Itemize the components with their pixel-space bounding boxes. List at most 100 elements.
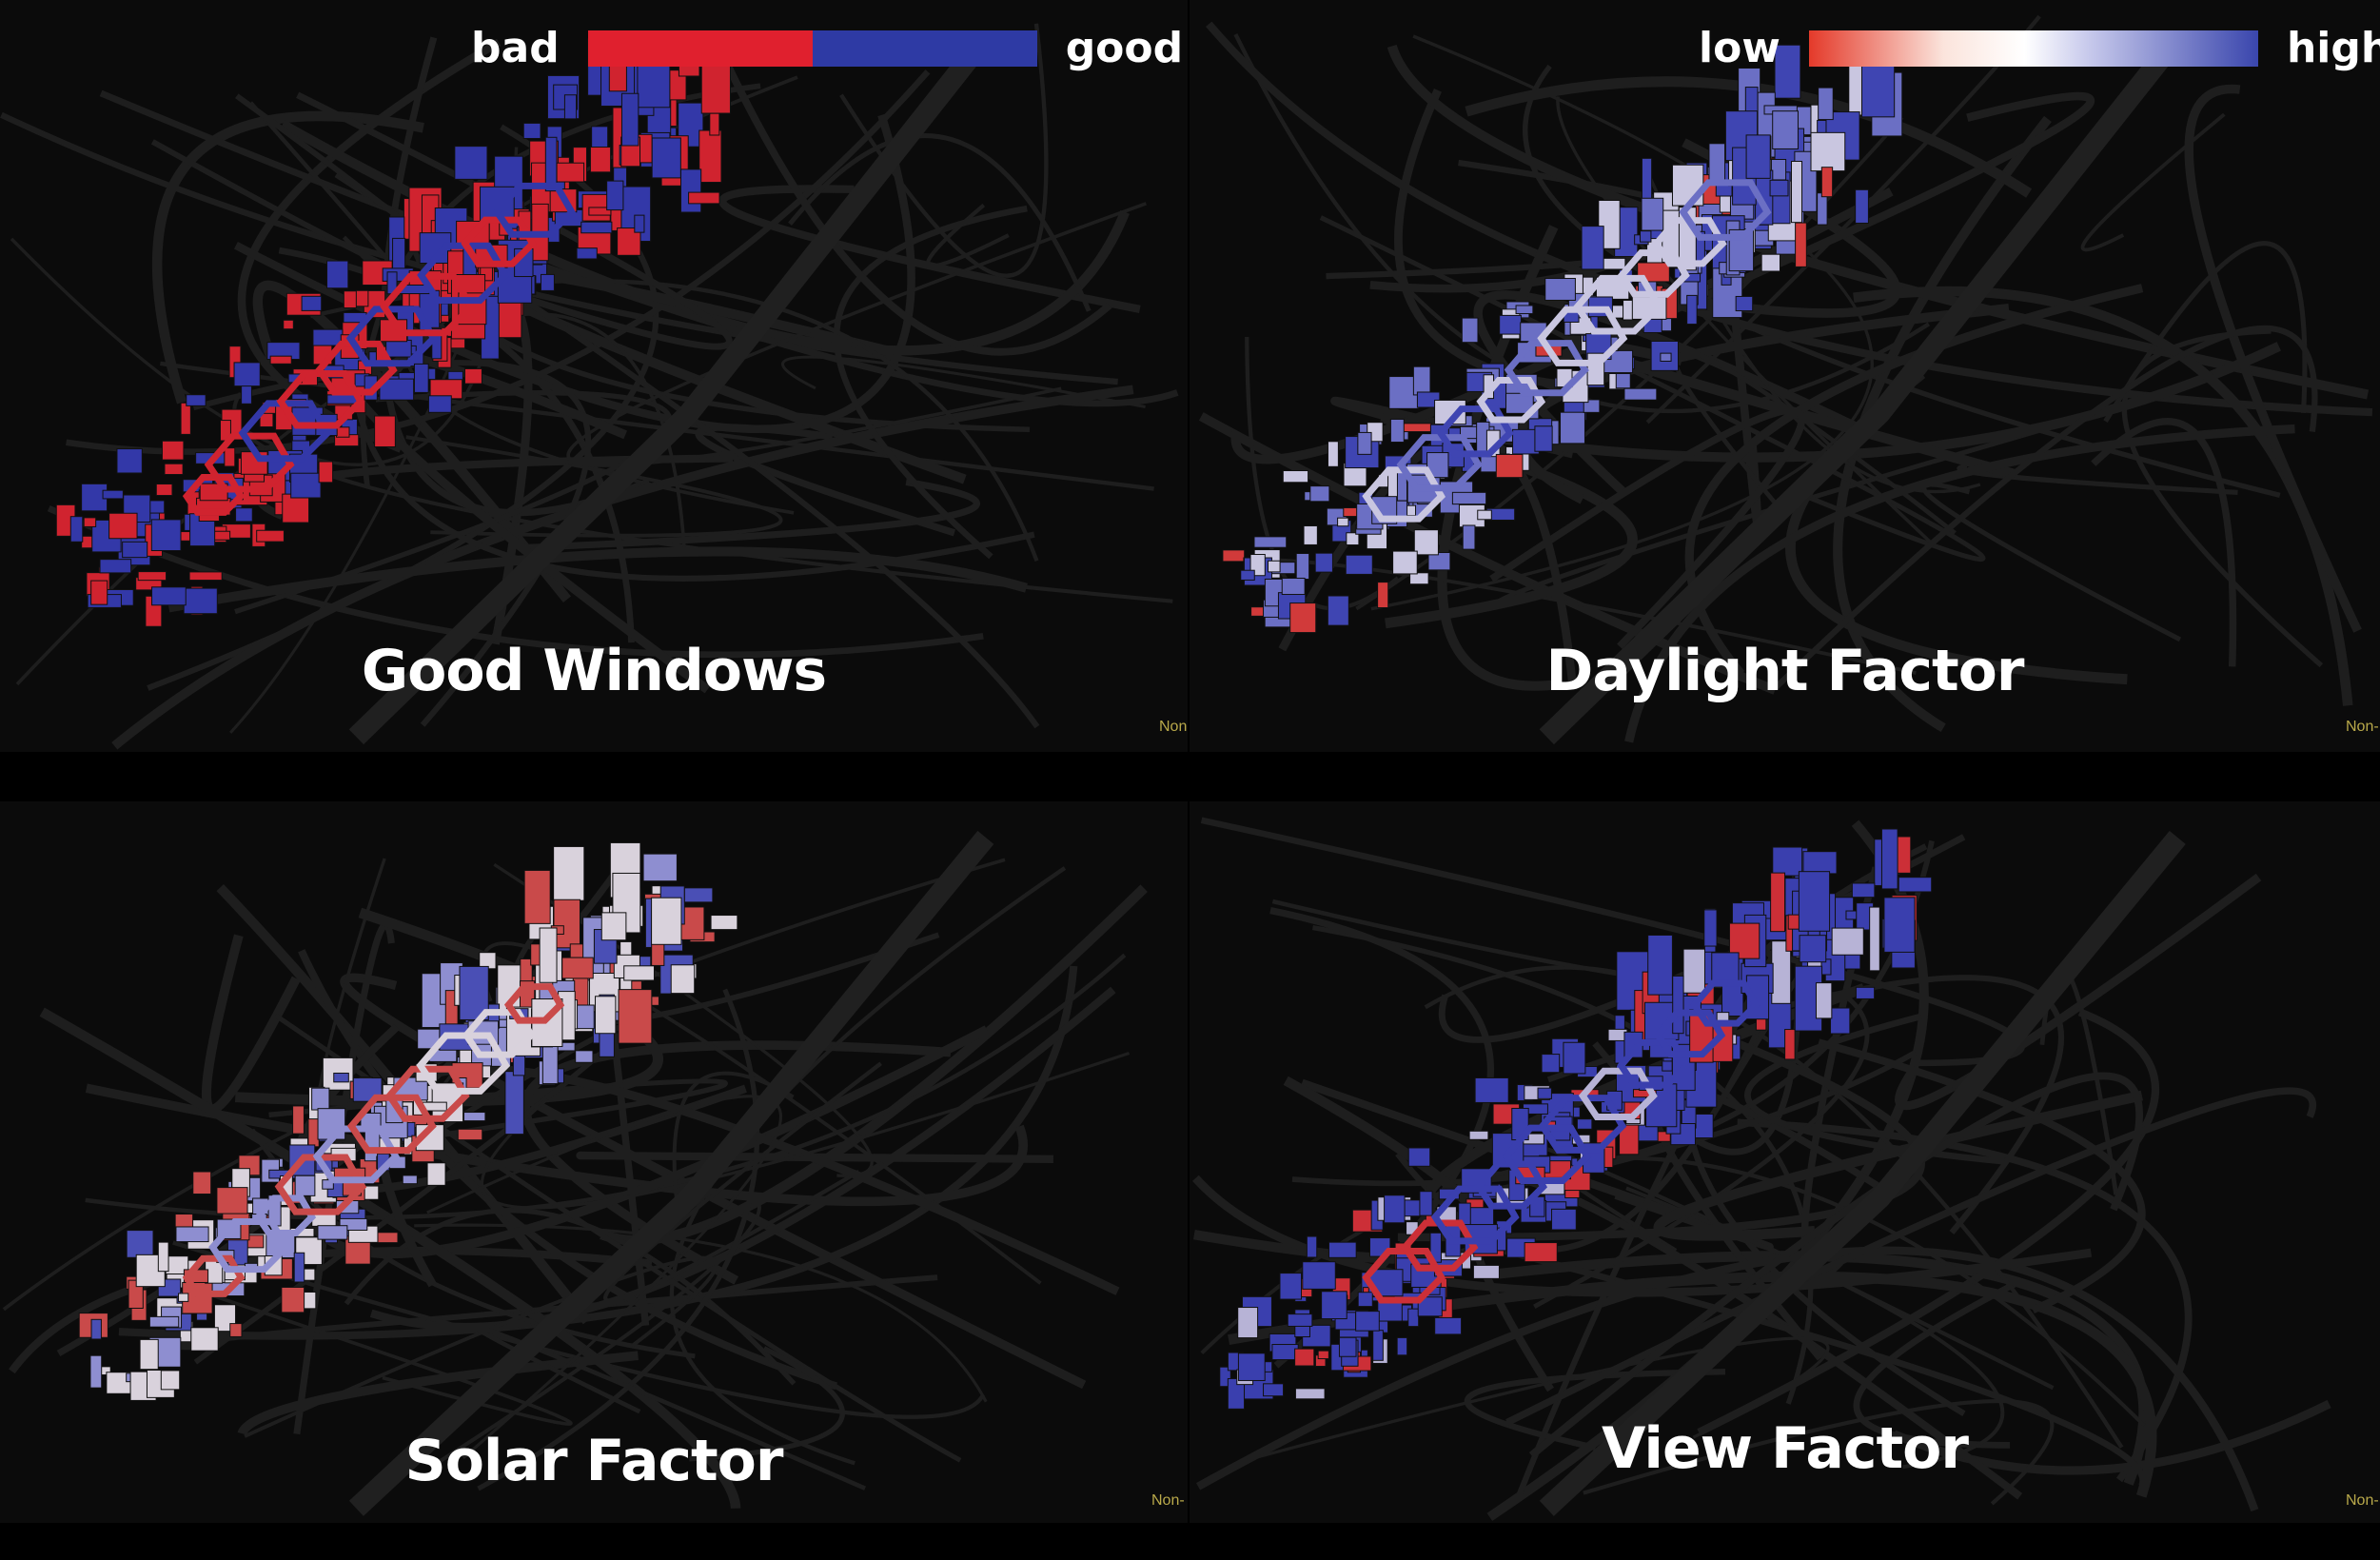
building-block bbox=[292, 1105, 305, 1135]
building-block bbox=[180, 402, 191, 435]
building-block bbox=[606, 180, 624, 211]
building-block bbox=[1253, 536, 1288, 548]
building-block bbox=[326, 260, 349, 289]
building-block bbox=[1855, 986, 1876, 999]
building-block bbox=[1515, 305, 1534, 315]
building-block bbox=[1480, 455, 1498, 473]
building-block bbox=[317, 1225, 348, 1240]
building-block bbox=[160, 1370, 181, 1391]
building-block bbox=[544, 136, 558, 192]
building-block bbox=[1419, 1191, 1433, 1216]
building-block bbox=[224, 447, 236, 467]
building-block bbox=[81, 483, 108, 512]
building-block bbox=[1302, 1261, 1336, 1290]
building-block bbox=[1472, 1264, 1500, 1279]
building-block bbox=[192, 1171, 212, 1195]
building-block bbox=[595, 996, 617, 1035]
map-good-windows bbox=[0, 23, 1179, 750]
building-block bbox=[164, 463, 184, 476]
building-block bbox=[1735, 295, 1754, 312]
courtyard-block bbox=[1362, 466, 1446, 523]
building-block bbox=[457, 1128, 483, 1141]
courtyard-block bbox=[503, 983, 565, 1024]
building-block bbox=[1671, 164, 1704, 207]
building-block bbox=[1898, 877, 1933, 893]
building-block bbox=[148, 1315, 180, 1328]
building-block bbox=[504, 1071, 524, 1135]
building-block bbox=[83, 517, 97, 527]
panel-title: Good Windows bbox=[361, 638, 827, 704]
courtyard-block bbox=[238, 400, 332, 463]
building-block bbox=[522, 122, 541, 139]
building-block bbox=[281, 1286, 305, 1313]
map-view-factor bbox=[1191, 817, 2331, 1521]
building-block bbox=[1295, 552, 1310, 581]
courtyard-block bbox=[345, 306, 438, 367]
building-block bbox=[463, 367, 482, 385]
building-block bbox=[1237, 1353, 1266, 1381]
building-block bbox=[1287, 1313, 1313, 1327]
courtyard-block bbox=[1436, 405, 1514, 458]
building-block bbox=[1222, 549, 1246, 563]
building-block bbox=[311, 1087, 330, 1111]
building-block bbox=[623, 965, 655, 981]
courtyard-block bbox=[1537, 306, 1628, 366]
building-block bbox=[698, 129, 722, 184]
legend-bar-gradient bbox=[1808, 30, 2258, 67]
building-block bbox=[190, 1327, 219, 1352]
building-block bbox=[1337, 517, 1349, 527]
building-block bbox=[580, 221, 613, 234]
building-block bbox=[377, 1232, 399, 1244]
building-block bbox=[1798, 871, 1831, 932]
building-block bbox=[1314, 552, 1333, 573]
building-block bbox=[651, 897, 682, 945]
building-block bbox=[374, 415, 396, 447]
building-block bbox=[1563, 1041, 1586, 1075]
building-block bbox=[1551, 1208, 1577, 1231]
building-block bbox=[1372, 1330, 1384, 1361]
building-block bbox=[335, 426, 350, 438]
courtyard-block bbox=[1401, 1219, 1479, 1272]
building-block bbox=[1769, 179, 1789, 197]
building-block bbox=[1810, 131, 1846, 172]
building-block bbox=[1774, 44, 1801, 99]
building-block bbox=[462, 1112, 486, 1122]
courtyard-block bbox=[1690, 979, 1760, 1027]
building-block bbox=[229, 1323, 243, 1337]
building-block bbox=[1434, 1316, 1463, 1335]
building-block bbox=[1413, 529, 1439, 556]
building-block bbox=[1409, 572, 1429, 585]
courtyard-block bbox=[1362, 1248, 1446, 1304]
building-block bbox=[1880, 828, 1898, 890]
panel-title: Daylight Factor bbox=[1545, 638, 2025, 704]
building-block bbox=[454, 146, 488, 180]
building-block bbox=[1294, 1388, 1326, 1400]
buildings-group bbox=[1219, 828, 1933, 1410]
building-block bbox=[1407, 1308, 1420, 1328]
building-block bbox=[1417, 1296, 1443, 1317]
legend-good-windows: bad good bbox=[471, 24, 1183, 72]
legend-daylight: low high bbox=[1699, 24, 2380, 72]
building-block bbox=[651, 137, 681, 179]
building-block bbox=[385, 339, 412, 358]
building-block bbox=[589, 147, 612, 173]
building-block bbox=[576, 247, 598, 260]
building-block bbox=[1830, 1007, 1851, 1035]
building-block bbox=[1267, 560, 1281, 573]
building-block bbox=[137, 571, 167, 582]
legend-high-label: good bbox=[1065, 24, 1184, 72]
courtyard-block bbox=[416, 1032, 511, 1095]
courtyard-block bbox=[182, 474, 246, 516]
courtyard-block bbox=[274, 1154, 367, 1215]
building-block bbox=[1377, 582, 1389, 609]
building-block bbox=[1619, 1124, 1640, 1155]
building-block bbox=[1672, 975, 1684, 1035]
building-block bbox=[1263, 1383, 1285, 1397]
building-block bbox=[688, 191, 720, 205]
building-block bbox=[1869, 906, 1880, 972]
building-block bbox=[1799, 935, 1827, 963]
courtyard-block bbox=[462, 1009, 536, 1058]
building-block bbox=[102, 489, 124, 500]
map-solar-factor bbox=[2, 830, 1148, 1516]
building-block bbox=[1384, 1195, 1406, 1224]
